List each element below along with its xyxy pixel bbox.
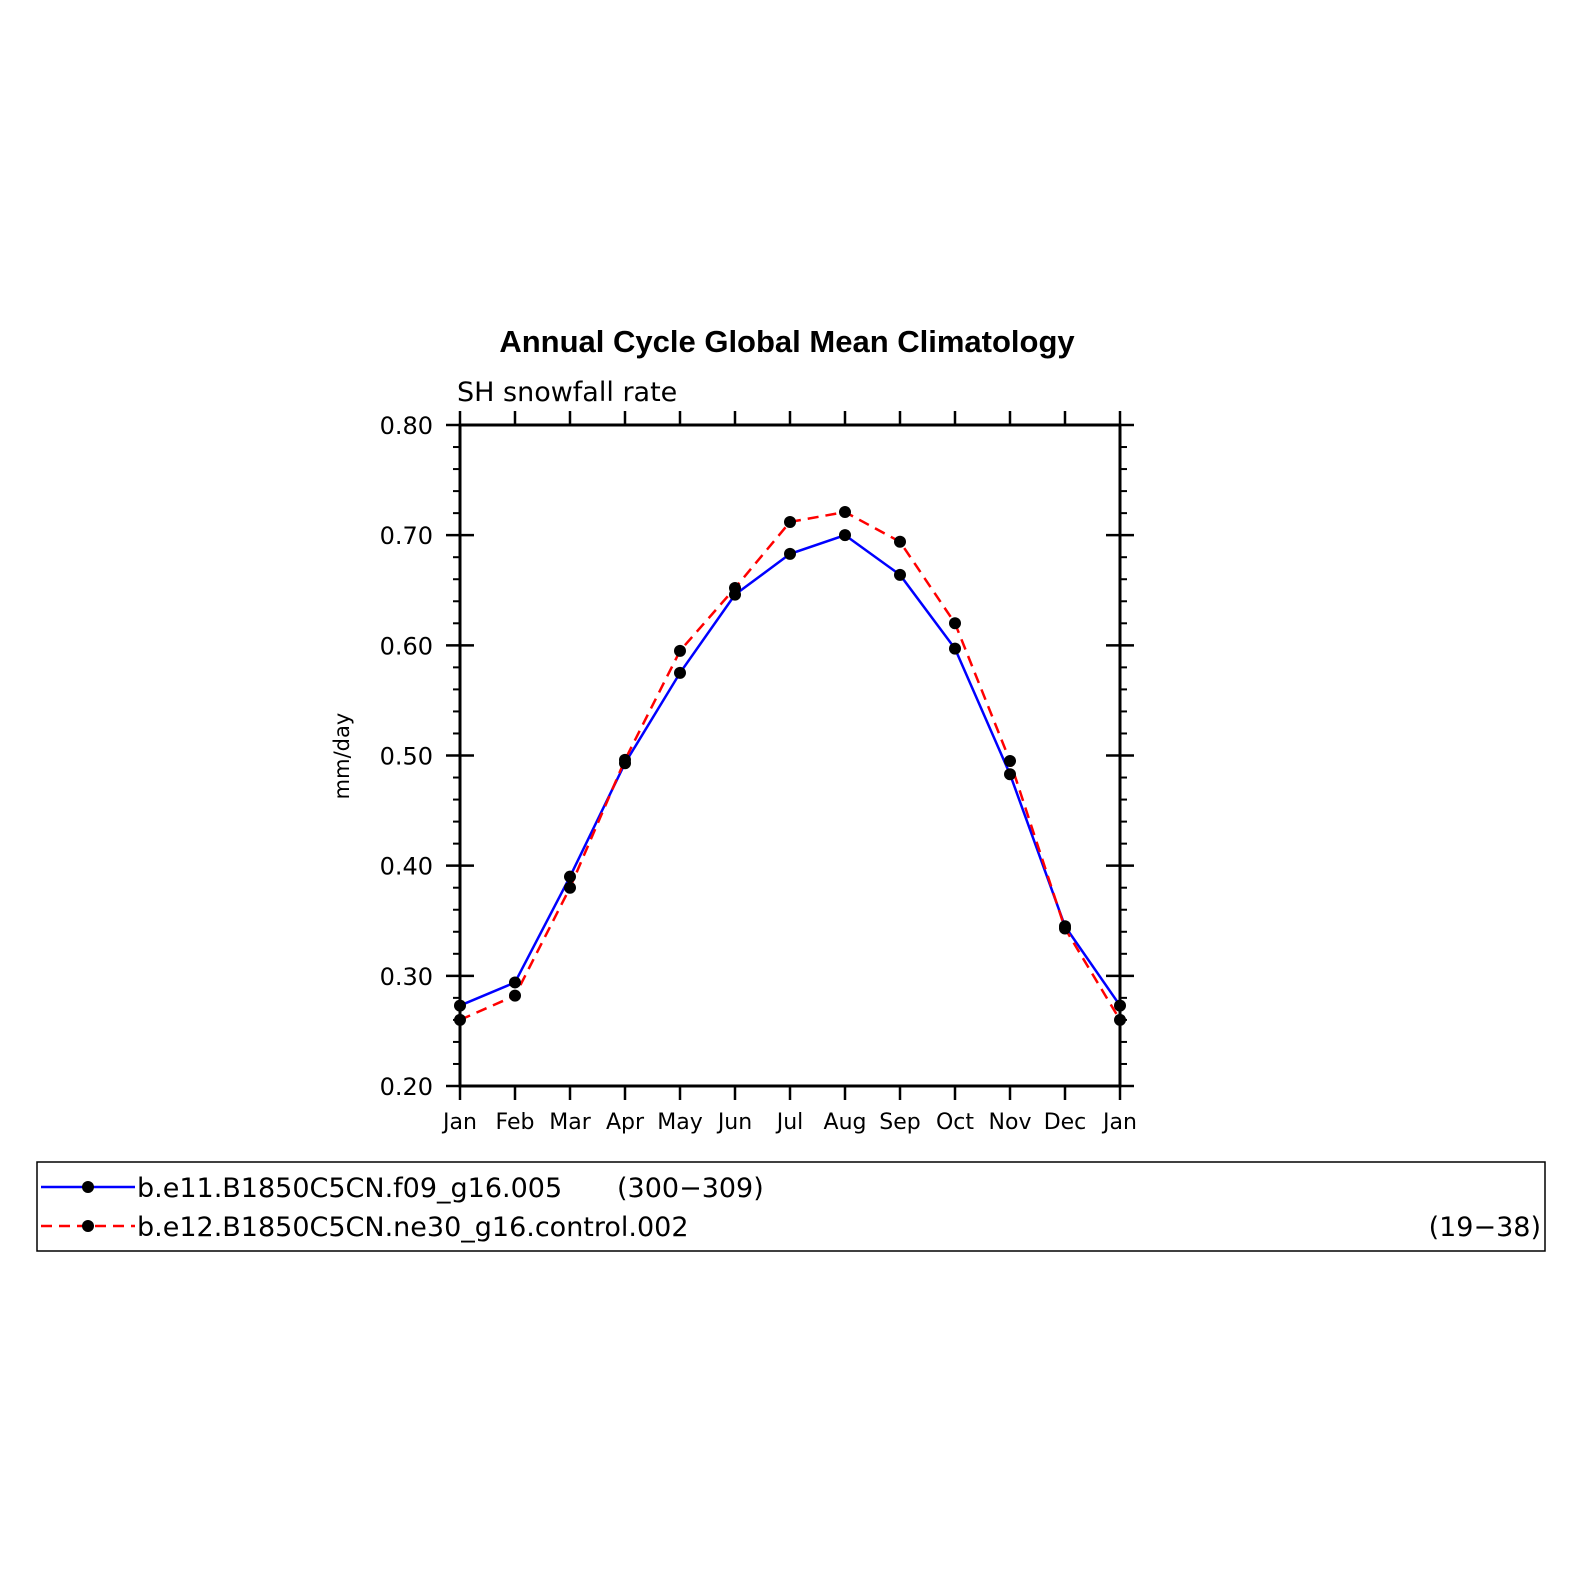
y-tick-labels: 0.20 0.30 0.40 0.50 0.60 0.70 0.80 <box>380 412 433 1101</box>
y-axis-label: mm/day <box>330 713 354 800</box>
series-2-point <box>1004 755 1016 768</box>
series-2-point <box>784 515 796 528</box>
chart-title: Annual Cycle Global Mean Climatology <box>499 324 1075 359</box>
chart-subtitle: SH snowfall rate <box>457 377 677 408</box>
series-layer <box>454 506 1126 1026</box>
series-2-point <box>454 1013 466 1026</box>
series-2-point <box>949 617 961 630</box>
x-tick-label: Oct <box>936 1110 974 1135</box>
x-tick-label: Feb <box>496 1110 535 1135</box>
legend-years-2: (19−38) <box>1429 1212 1541 1243</box>
legend: b.e11.B1850C5CN.f09_g16.005 (300−309) b.e1… <box>41 1173 1541 1243</box>
legend-label-1: b.e11.B1850C5CN.f09_g16.005 <box>137 1173 562 1204</box>
x-tick-label: Jun <box>716 1110 752 1135</box>
x-tick-labels: Jan Feb Mar Apr May Jun Jul Aug Sep Oct Nov Dec Jan <box>441 1110 1137 1135</box>
series-1-point <box>509 976 521 989</box>
y-tick-label: 0.80 <box>380 412 433 440</box>
series-1-point <box>674 666 686 679</box>
x-tick-label: Sep <box>879 1110 920 1135</box>
x-tick-label: Nov <box>989 1110 1032 1135</box>
x-tick-label: Mar <box>549 1110 591 1135</box>
series-1-point <box>454 999 466 1012</box>
series-line-2 <box>459 510 1122 1022</box>
x-tick-label: Aug <box>824 1110 867 1135</box>
x-tick-label: Jan <box>1101 1110 1137 1135</box>
series-1-point <box>949 642 961 655</box>
y-tick-label: 0.20 <box>380 1073 433 1101</box>
y-tick-label: 0.30 <box>380 963 433 991</box>
series-2-point <box>839 506 851 519</box>
y-tick-label: 0.50 <box>380 743 433 771</box>
legend-marker-2 <box>82 1220 94 1232</box>
axis-ticks <box>446 411 1134 1100</box>
y-tick-label: 0.60 <box>380 632 433 660</box>
series-line-1 <box>459 533 1122 1007</box>
series-2-point <box>1114 1013 1126 1026</box>
series-2-point <box>619 753 631 766</box>
legend-label-2: b.e12.B1850C5CN.ne30_g16.control.002 <box>137 1212 689 1243</box>
series-1-point <box>564 870 576 883</box>
x-tick-label: Jul <box>775 1110 804 1135</box>
series-1-point <box>839 529 851 542</box>
series-2-point <box>729 582 741 595</box>
series-2-point <box>564 881 576 894</box>
series-1-point <box>784 547 796 560</box>
x-tick-label: Dec <box>1044 1110 1087 1135</box>
legend-years-1: (300−309) <box>617 1173 764 1204</box>
x-tick-label: May <box>657 1110 702 1135</box>
legend-box <box>36 1161 1546 1252</box>
series-2-point <box>674 644 686 657</box>
y-tick-label: 0.70 <box>380 522 433 550</box>
x-tick-label: Apr <box>606 1110 645 1135</box>
series-1-point <box>1114 999 1126 1012</box>
legend-marker-1 <box>82 1181 94 1193</box>
series-1-point <box>1004 768 1016 781</box>
series-2-point <box>894 535 906 548</box>
series-2-point <box>1059 922 1071 935</box>
series-2-point <box>509 989 521 1002</box>
x-tick-label: Jan <box>441 1110 477 1135</box>
y-tick-label: 0.40 <box>380 853 433 881</box>
series-1-point <box>894 568 906 581</box>
